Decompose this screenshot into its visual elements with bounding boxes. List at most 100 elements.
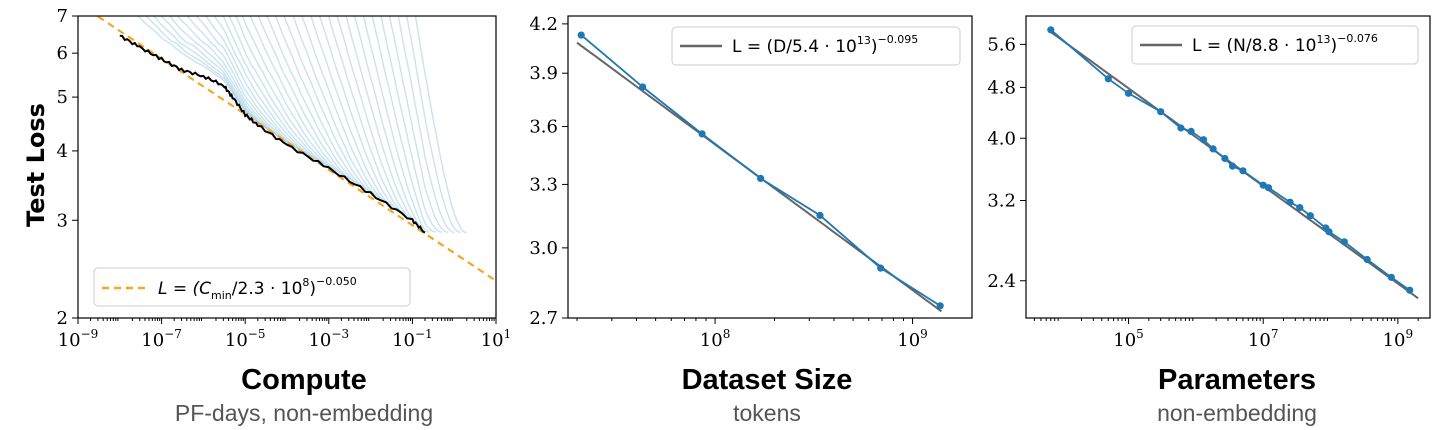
compute-x-tick-label: 10−9 xyxy=(58,327,99,351)
parameters-legend-exponent: −0.076 xyxy=(1337,32,1378,45)
parameters-data-point xyxy=(1104,75,1112,83)
parameters-y-tick-label: 3.2 xyxy=(987,191,1016,212)
training-run-curve xyxy=(228,16,331,168)
training-run-curve xyxy=(362,16,430,233)
y-axis-label: Test Loss xyxy=(22,103,50,227)
parameters-ticks: 105 107 109 2.4 3.2 4.0 4.8 5.6 xyxy=(987,34,1419,351)
dataset-size-data-point xyxy=(639,83,647,91)
compute-x-tick-label: 10−3 xyxy=(308,327,349,351)
compute-legend: L = (Cmin/2.3 · 108)−0.050 xyxy=(93,267,411,307)
dataset-size-plot-area xyxy=(576,31,944,313)
training-run-curve xyxy=(388,16,449,233)
training-run-curve xyxy=(414,16,467,234)
dataset-size-legend-text: L = (D/5.4 · 1013)−0.095 xyxy=(732,33,918,57)
compute-legend-box xyxy=(93,267,411,307)
compute-y-tick-label: 2 xyxy=(57,308,68,329)
compute-x-tick-label: 10−7 xyxy=(141,327,182,351)
dataset-size-data-point xyxy=(577,31,585,39)
training-run-curve xyxy=(371,16,436,233)
training-run-curve xyxy=(274,16,368,191)
compute-x-tick-label: 10−5 xyxy=(225,327,266,351)
compute-y-tick-label: 7 xyxy=(57,6,68,27)
dataset-size-y-tick-label: 4.2 xyxy=(529,14,558,35)
training-run-curve xyxy=(353,16,424,231)
dataset-size-data-point xyxy=(936,302,944,310)
parameters-legend-text: L = (N/8.8 · 1013)−0.076 xyxy=(1192,32,1378,56)
parameters-data-point xyxy=(1209,145,1217,153)
compute-training-runs xyxy=(137,16,467,234)
parameters-data-point xyxy=(1406,286,1414,294)
dataset-size-caption-title: Dataset Size xyxy=(682,364,853,396)
parameters-data-point xyxy=(1340,238,1348,246)
parameters-data-point xyxy=(1199,136,1208,144)
training-run-curve xyxy=(310,16,393,207)
parameters-legend-prefix: L = (N/8.8 · 10 xyxy=(1192,36,1316,56)
dataset-size-data-point xyxy=(816,211,824,219)
compute-y-tick-label: 5 xyxy=(57,87,68,108)
training-run-curve xyxy=(195,16,306,154)
dataset-size-y-tick-label: 3.6 xyxy=(529,116,558,137)
dataset-size-panel: 108 109 2.7 3.0 3.3 3.6 3.9 4.2 L = (D/5.4 · 10… xyxy=(529,14,973,426)
compute-legend-exponent: −0.050 xyxy=(316,275,357,288)
dataset-size-axes-frame xyxy=(567,15,973,319)
training-run-curve xyxy=(176,16,294,147)
training-run-curve xyxy=(205,16,312,158)
dataset-size-y-tick-label: 3.3 xyxy=(529,174,558,195)
compute-caption-subtitle: PF-days, non-embedding xyxy=(175,400,433,426)
compute-legend-close: ) xyxy=(309,279,316,299)
parameters-legend: L = (N/8.8 · 1013)−0.076 xyxy=(1131,25,1419,65)
compute-frontier-line xyxy=(119,34,426,234)
parameters-data-point xyxy=(1264,184,1273,192)
training-run-curve xyxy=(249,16,350,180)
training-run-curve xyxy=(405,16,461,234)
compute-legend-subscript: min xyxy=(211,289,232,302)
training-run-curve xyxy=(336,16,412,219)
dataset-size-legend-exponent: −0.095 xyxy=(878,33,919,46)
training-run-curve xyxy=(222,16,325,165)
parameters-x-tick-label: 105 xyxy=(1113,327,1144,351)
parameters-data-point xyxy=(1296,204,1304,212)
training-run-curve xyxy=(235,16,337,172)
training-run-curve xyxy=(186,16,300,150)
compute-x-tick-label: 10−1 xyxy=(392,327,433,351)
training-run-curve xyxy=(283,16,375,195)
parameters-legend-inner-sup: 13 xyxy=(1316,33,1330,46)
compute-panel: 10−9 10−7 10−5 10−3 10−1 101 2 3 4 5 6 7 L = (Cmin/… xyxy=(57,6,512,426)
parameters-data-point xyxy=(1325,228,1333,236)
parameters-plot-area xyxy=(1047,26,1419,300)
training-run-curve xyxy=(241,16,343,176)
training-run-curve xyxy=(213,16,319,161)
compute-legend-mid: /2.3 · 10 xyxy=(232,279,303,299)
compute-caption-title: Compute xyxy=(241,364,367,396)
dataset-size-y-tick-label: 3.0 xyxy=(529,238,558,259)
training-run-curve xyxy=(397,16,455,234)
parameters-data-point xyxy=(1177,124,1185,132)
parameters-caption-subtitle: non-embedding xyxy=(1157,400,1317,426)
parameters-x-tick-label: 107 xyxy=(1248,327,1279,351)
parameters-data-point xyxy=(1221,154,1229,163)
parameters-data-point xyxy=(1228,162,1237,170)
training-run-curve xyxy=(380,16,443,233)
compute-legend-inner-sup: 8 xyxy=(302,276,309,289)
parameters-legend-close: ) xyxy=(1330,36,1337,56)
parameters-y-tick-label: 2.4 xyxy=(987,271,1016,292)
dataset-size-legend-inner-sup: 13 xyxy=(857,34,871,47)
dataset-size-data-point xyxy=(877,264,885,272)
parameters-data-point xyxy=(1187,127,1195,135)
dataset-size-x-tick-label: 108 xyxy=(700,327,731,351)
parameters-panel: 105 107 109 2.4 3.2 4.0 4.8 5.6 L = (N/8.8 · 10… xyxy=(987,15,1431,426)
dataset-size-legend-box xyxy=(671,26,961,66)
dataset-size-legend-prefix: L = (D/5.4 · 10 xyxy=(732,37,857,57)
dataset-size-data-line xyxy=(580,34,941,307)
dataset-size-data-point xyxy=(698,130,706,138)
compute-y-tick-label: 6 xyxy=(57,43,68,64)
training-run-curve xyxy=(292,16,381,199)
parameters-caption-title: Parameters xyxy=(1158,364,1316,396)
parameters-data-point xyxy=(1157,108,1165,116)
compute-y-tick-label: 4 xyxy=(57,141,68,162)
dataset-size-data-point xyxy=(757,174,765,182)
training-run-curve xyxy=(345,16,418,225)
compute-plot-area xyxy=(95,16,496,282)
training-run-curve xyxy=(160,16,281,139)
compute-axes-frame xyxy=(77,15,497,319)
